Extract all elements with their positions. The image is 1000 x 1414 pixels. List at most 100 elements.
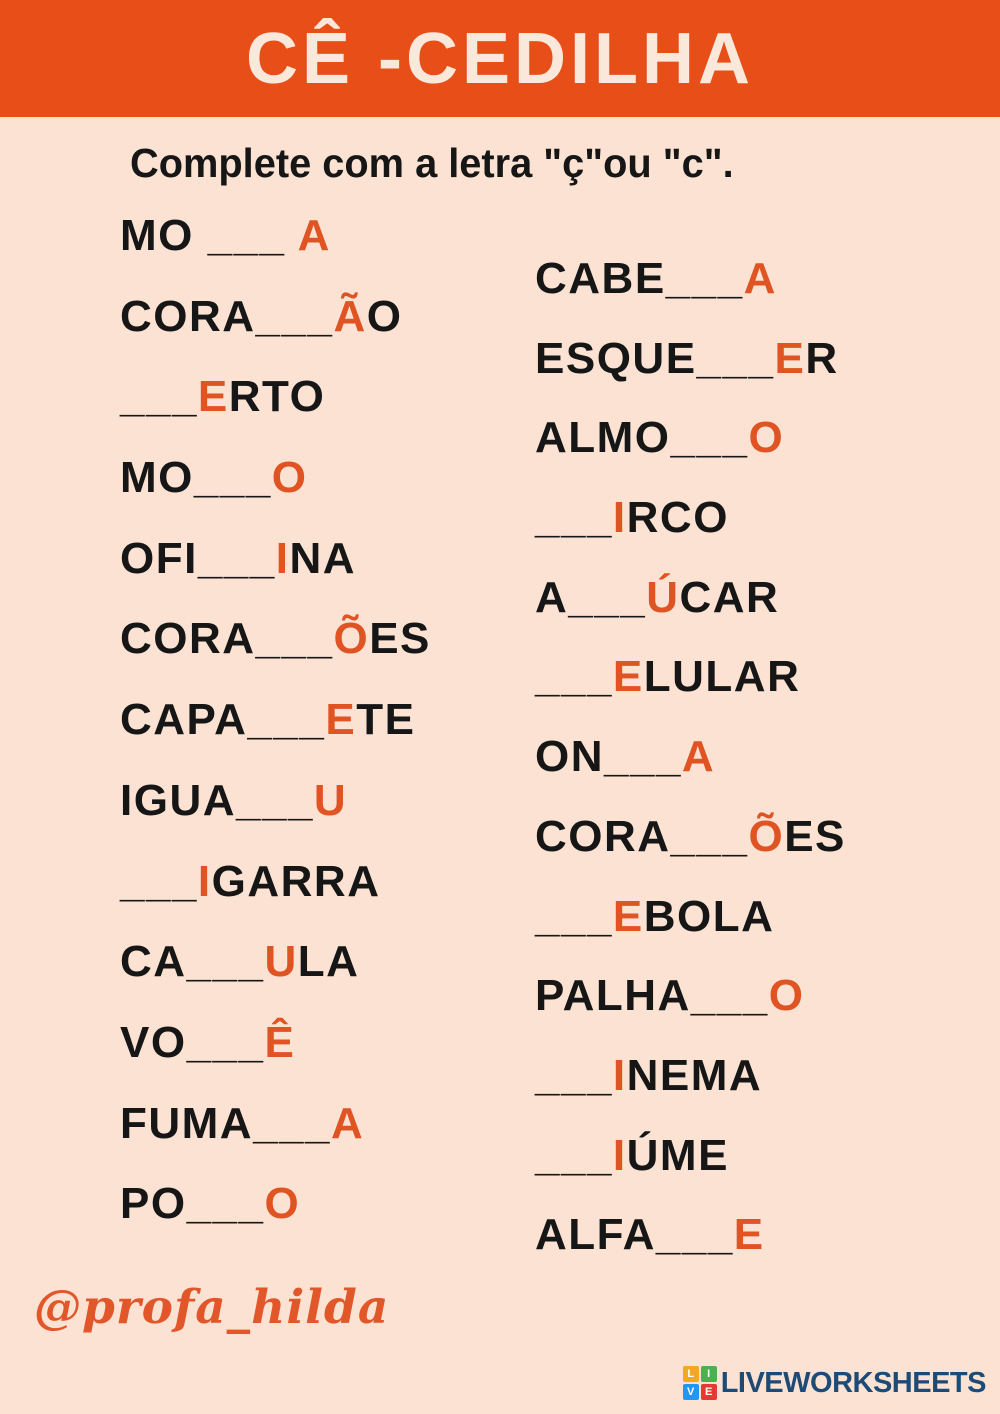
logo-grid-cell: L [682,1366,699,1382]
word-text: ___ [535,1130,613,1180]
word-row: CORA___ÃO [120,291,431,374]
word-row: ___ELULAR [535,653,846,733]
word-row: CABE___A [535,254,846,335]
liveworksheets-logo-text: LIVEWORKSHEETS [720,1366,987,1399]
answer-letter: Õ [748,811,785,861]
answer-letter: A [297,211,331,260]
answer-letter: I [612,493,627,543]
answer-letter: U [313,775,348,825]
word-text: ÚME [626,1130,729,1180]
word-row: ___INEMA [535,1050,846,1132]
word-text: ES [784,811,846,861]
word-text: ___ [535,1050,613,1100]
word-row: ___ERTO [120,373,431,454]
word-text: LA [297,937,360,987]
word-text: O [366,291,403,341]
word-text: PALHA___ [535,971,769,1021]
word-row: CA___ULA [120,937,431,1019]
word-text: PO___ [120,1179,265,1229]
word-text: RTO [228,372,326,422]
word-row: A___ÚCAR [535,572,846,654]
logo-grid-cell: I [700,1366,717,1382]
word-text: MO ___ [120,211,298,260]
answer-letter: A [681,732,716,782]
word-text: CA___ [120,937,265,987]
author-signature: @profa_hilda [34,1280,390,1335]
word-row: ESQUE___ER [535,333,846,415]
word-text: CORA___ [120,614,334,664]
word-text: ESQUE___ [535,333,775,383]
answer-letter: O [264,1179,301,1229]
word-text: FUMA___ [120,1098,331,1148]
answer-letter: I [275,533,290,583]
answer-letter: A [331,1098,365,1148]
word-text: CABE___ [535,254,744,303]
answer-letter: O [768,971,805,1021]
word-row: OFI___INA [120,533,431,616]
word-text: MO___ [120,453,272,503]
word-text: NEMA [626,1050,763,1100]
word-text: TE [356,695,416,745]
word-row: PO___O [120,1180,431,1261]
answer-letter: E [774,333,806,383]
answer-letter: E [197,372,229,422]
word-text: ALFA___ [535,1210,734,1260]
word-text: OFI___ [120,533,276,583]
word-text: NA [289,533,357,583]
answer-letter: Ú [646,572,680,622]
instruction-text: Complete com a letra "ç"ou "c". [130,140,734,186]
answer-letter: E [733,1210,765,1260]
word-text: CORA___ [535,811,749,861]
answer-letter: Õ [333,614,370,664]
header-banner: CÊ -CEDILHA [0,0,1000,117]
page-title: CÊ -CEDILHA [246,18,754,99]
logo-grid-cell: V [682,1384,699,1400]
word-text: LULAR [643,652,801,702]
answer-letter: O [271,453,308,503]
word-row: ___IRCO [535,493,846,574]
word-row: CORA___ÕES [535,811,846,893]
word-row: ___EBOLA [535,891,846,973]
word-text: GARRA [211,856,381,906]
word-row: CAPA___ETE [120,695,431,777]
word-row: ALMO___O [535,414,846,494]
word-row: MO___O [120,453,431,535]
answer-letter: U [264,937,298,987]
answer-letter: I [197,856,212,906]
word-row: IGUA___U [120,775,431,858]
answer-letter: A [743,254,777,303]
answer-letter: O [748,413,785,463]
answer-letter: E [612,652,644,702]
word-text: CORA___ [120,291,334,341]
word-row: MO ___ A [120,211,431,293]
word-column-right: CABE___A ESQUE___ER ALMO___O ___IRCO A___ÚCA… [535,254,846,1291]
word-row: ___IGARRA [120,856,431,939]
word-text: RCO [626,493,729,543]
word-text: CAPA___ [120,695,326,745]
word-text: R [805,333,839,383]
word-row: ON___A [535,732,846,813]
word-row: FUMA___A [120,1098,431,1181]
word-text: IGUA___ [120,775,314,825]
logo-grid-cell: E [700,1384,717,1400]
word-text: ___ [535,652,613,702]
word-row: VO___Ê [120,1017,431,1100]
word-row: CORA___ÕES [120,615,431,696]
word-text: ___ [120,372,198,422]
answer-letter: E [325,695,357,745]
answer-letter: I [612,1050,627,1100]
word-text: ON___ [535,732,682,782]
word-text: CAR [679,572,780,622]
word-text: ___ [535,891,613,941]
word-text: ALMO___ [535,413,749,463]
word-text: VO___ [120,1017,265,1067]
word-text: ___ [120,856,198,906]
word-row: ___IÚME [535,1130,846,1212]
word-row: PALHA___O [535,971,846,1052]
answer-letter: Ê [264,1017,296,1067]
word-row: ALFA___E [535,1211,846,1291]
word-text: ES [369,614,431,664]
